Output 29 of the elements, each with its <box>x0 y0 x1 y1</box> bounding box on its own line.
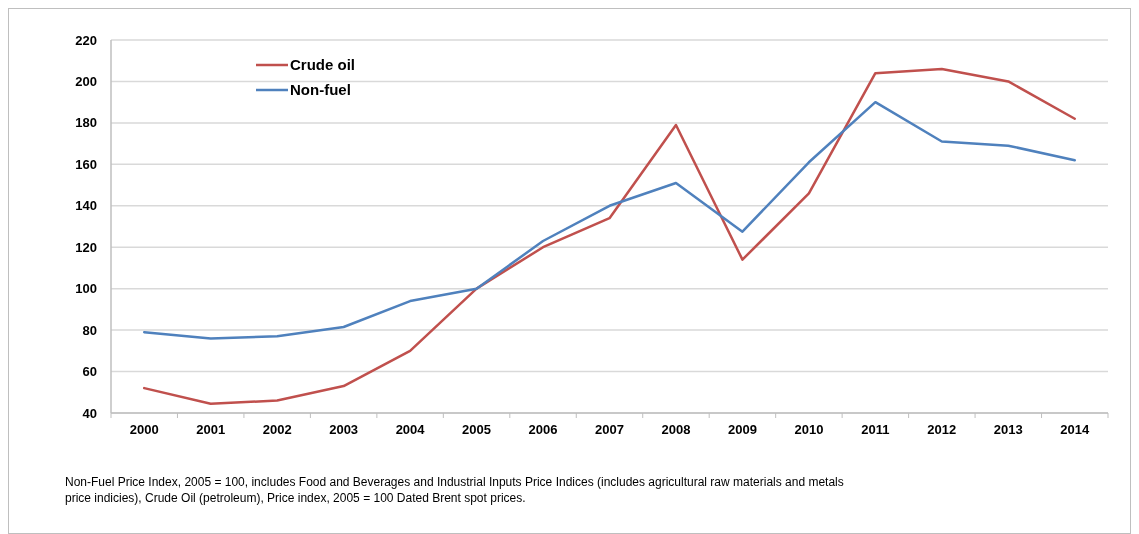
x-tick-label: 2005 <box>462 422 492 437</box>
y-tick-label: 200 <box>75 73 97 89</box>
y-tick-label: 120 <box>75 239 97 255</box>
y-tick-label: 160 <box>75 156 97 172</box>
y-tick-label: 60 <box>82 364 97 380</box>
x-tick-label: 2006 <box>528 422 558 437</box>
x-tick-label: 2013 <box>993 422 1023 437</box>
legend-label: Non-fuel <box>290 81 351 99</box>
x-tick-label: 2014 <box>1060 422 1090 437</box>
x-tick-label: 2009 <box>727 422 757 437</box>
y-tick-label: 80 <box>82 322 97 338</box>
x-tick-label: 2002 <box>262 422 292 437</box>
x-tick-label: 2000 <box>129 422 159 437</box>
y-tick-label: 100 <box>75 281 97 297</box>
y-tick-label: 180 <box>75 115 97 131</box>
x-tick-label: 2008 <box>661 422 691 437</box>
x-tick-label: 2003 <box>329 422 359 437</box>
y-tick-label: 220 <box>75 32 97 48</box>
x-tick-label: 2012 <box>927 422 957 437</box>
legend-label: Crude oil <box>290 56 356 74</box>
y-tick-label: 40 <box>82 405 97 421</box>
line-series <box>142 100 1077 340</box>
x-tick-label: 2004 <box>395 422 426 437</box>
x-tick-label: 2001 <box>196 422 226 437</box>
y-tick-label: 140 <box>75 198 97 214</box>
text: Non-Fuel Price Index, 2005 = 100, includes Food and Beverages and Industrial Inputs Price Indices (includes agricultural raw materials and metals price indicies), Crude Oil (petroleum), Price index, 2005 = 100 Dated Brent spot prices. <box>65 475 844 505</box>
x-tick-label: 2007 <box>595 422 624 437</box>
x-tick-label: 2010 <box>794 422 824 437</box>
x-tick-label: 2011 <box>861 422 890 437</box>
